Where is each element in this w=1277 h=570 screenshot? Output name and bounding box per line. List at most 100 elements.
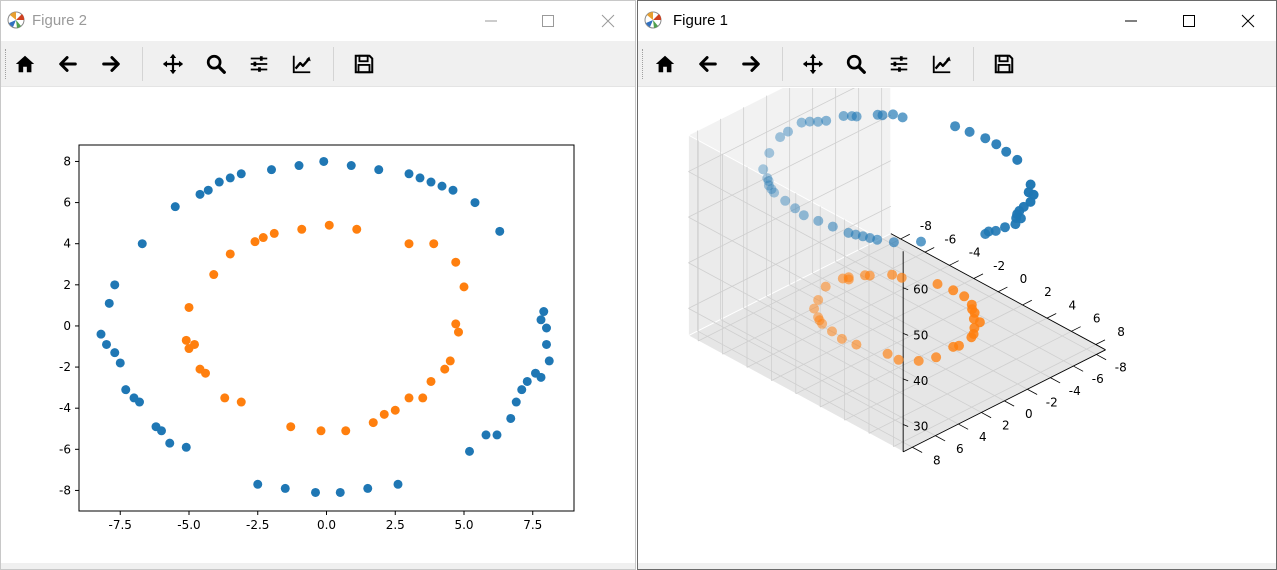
data-point bbox=[184, 302, 194, 312]
z-tick bbox=[903, 424, 909, 427]
y-tick-label: -2 bbox=[59, 360, 71, 374]
pan-button[interactable] bbox=[798, 50, 828, 78]
data-point bbox=[470, 198, 480, 208]
close-button[interactable] bbox=[585, 1, 631, 41]
x-tick-label: -6 bbox=[944, 232, 956, 246]
zoom-button[interactable] bbox=[841, 50, 871, 78]
maximize-button[interactable] bbox=[1166, 1, 1212, 41]
close-button[interactable] bbox=[1225, 1, 1271, 41]
edit-axis-button[interactable] bbox=[287, 50, 317, 78]
x-tick bbox=[924, 247, 935, 253]
scatter-chart-3d: -8 -6 -4 -2 0 2 4 6 8 -8 -6 -4 -2 0 2 4 6 8 30 40 50 60 bbox=[687, 32, 1127, 467]
data-point bbox=[1000, 222, 1010, 233]
status-strip bbox=[638, 563, 1276, 569]
home-button[interactable] bbox=[650, 50, 680, 78]
minimize-icon bbox=[1125, 20, 1137, 22]
title-bar[interactable]: Figure 1 bbox=[638, 1, 1276, 41]
minimize-button[interactable] bbox=[1108, 1, 1154, 41]
data-point bbox=[280, 483, 290, 493]
home-icon bbox=[15, 55, 35, 73]
y-tick-label: 8 bbox=[63, 154, 71, 168]
forward-button[interactable] bbox=[736, 50, 766, 78]
x-tick-label: 0.0 bbox=[317, 518, 336, 532]
data-point bbox=[135, 397, 144, 407]
data-point bbox=[448, 185, 458, 195]
data-point bbox=[775, 132, 786, 143]
save-button[interactable] bbox=[349, 50, 379, 78]
minimize-icon bbox=[485, 20, 497, 22]
data-point bbox=[764, 148, 775, 158]
data-point bbox=[836, 333, 847, 344]
y-tick-label: 2 bbox=[1002, 419, 1010, 433]
figure-canvas[interactable]: -8 -6 -4 -2 0 2 4 6 8 -8 -6 -4 -2 0 2 4 6 8 30 40 50 60 bbox=[638, 32, 1276, 563]
x-tick-label: -8 bbox=[920, 219, 932, 233]
data-point bbox=[459, 282, 469, 292]
x-tick-label: -2.5 bbox=[246, 518, 269, 532]
data-point bbox=[536, 315, 546, 325]
data-point bbox=[437, 181, 447, 191]
toolbar-separator bbox=[333, 47, 334, 81]
grid-line bbox=[688, 308, 904, 425]
data-point bbox=[102, 339, 111, 349]
data-point bbox=[817, 318, 828, 329]
y-tick-label: -8 bbox=[59, 483, 71, 497]
data-point bbox=[324, 220, 334, 230]
grid-line bbox=[688, 205, 892, 309]
toolbar-grip[interactable] bbox=[642, 49, 645, 79]
data-point bbox=[404, 169, 414, 179]
data-point bbox=[1028, 189, 1039, 200]
data-point bbox=[932, 279, 943, 289]
data-point bbox=[950, 121, 961, 132]
subplots-icon bbox=[890, 56, 908, 72]
maximize-button[interactable] bbox=[525, 1, 571, 41]
data-point bbox=[253, 479, 263, 489]
subplots-button[interactable] bbox=[884, 50, 914, 78]
matplotlib-logo-icon bbox=[7, 11, 25, 29]
title-bar[interactable]: Figure 2 bbox=[1, 1, 635, 41]
zoom-button[interactable] bbox=[201, 50, 231, 78]
x-tick-label: 0 bbox=[1020, 272, 1028, 286]
edit-axis-button[interactable] bbox=[927, 50, 957, 78]
data-point bbox=[195, 189, 205, 199]
data-point bbox=[931, 352, 942, 363]
y-tick-label: -6 bbox=[59, 442, 71, 456]
save-button[interactable] bbox=[989, 50, 1019, 78]
toolbar-grip[interactable] bbox=[5, 49, 8, 79]
home-button[interactable] bbox=[10, 50, 40, 78]
back-button[interactable] bbox=[53, 50, 83, 78]
subplots-button[interactable] bbox=[244, 50, 274, 78]
grid-line bbox=[893, 344, 1096, 447]
figure-canvas[interactable]: -7.5 -5.0 -2.5 0.0 2.5 5.0 7.5 -8 -6 -4 -2 0 2 4 6 8 bbox=[1, 88, 635, 563]
x-tick bbox=[1046, 313, 1057, 319]
navigation-toolbar bbox=[1, 41, 635, 87]
forward-button[interactable] bbox=[96, 50, 126, 78]
data-point bbox=[763, 180, 774, 191]
x-tick-label: 2 bbox=[1044, 285, 1052, 299]
data-point bbox=[495, 226, 505, 236]
data-point bbox=[959, 291, 970, 302]
data-point bbox=[780, 195, 791, 206]
y-tick bbox=[958, 423, 969, 430]
data-point bbox=[838, 111, 849, 121]
data-point bbox=[190, 339, 199, 349]
grid-line bbox=[743, 307, 959, 425]
data-point bbox=[297, 224, 307, 234]
data-point bbox=[319, 156, 329, 166]
data-point bbox=[991, 139, 1002, 150]
data-point bbox=[294, 161, 304, 171]
data-point bbox=[374, 165, 384, 175]
back-button[interactable] bbox=[693, 50, 723, 78]
data-point bbox=[864, 270, 875, 281]
data-point bbox=[426, 376, 436, 386]
data-point bbox=[225, 173, 235, 183]
data-point bbox=[214, 177, 224, 187]
data-point bbox=[96, 329, 106, 339]
axes-frame bbox=[78, 144, 575, 512]
x-tick-label: 7.5 bbox=[523, 518, 542, 532]
data-point bbox=[267, 165, 276, 175]
data-point bbox=[311, 487, 320, 497]
data-point bbox=[104, 298, 114, 308]
pan-button[interactable] bbox=[158, 50, 188, 78]
minimize-button[interactable] bbox=[468, 1, 514, 41]
status-strip bbox=[1, 563, 635, 569]
